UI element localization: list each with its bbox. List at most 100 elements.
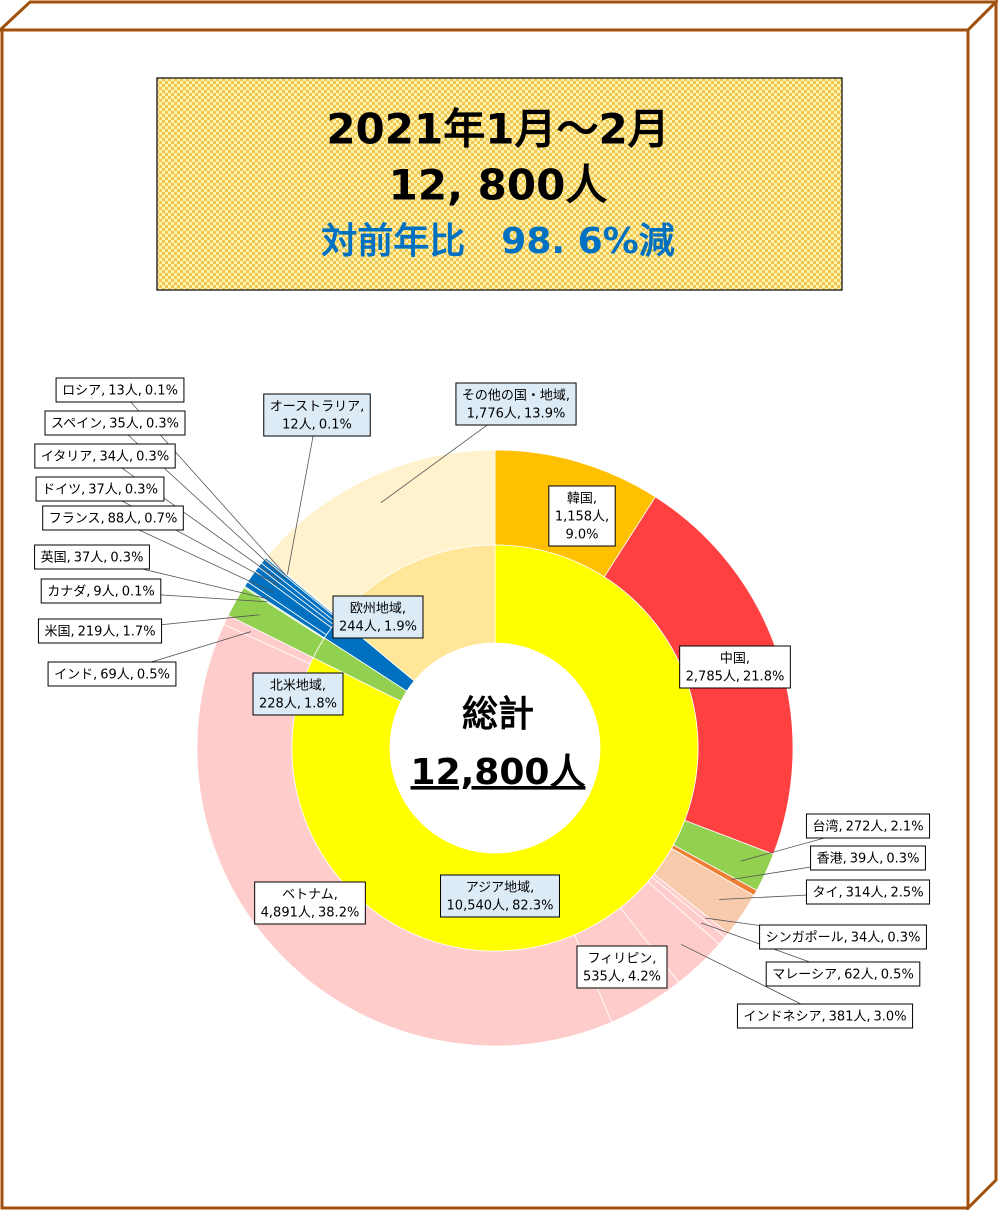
data-label: 37人, — [88, 483, 122, 498]
data-label: 1.8% — [304, 697, 337, 712]
data-label: 21.8% — [743, 670, 784, 685]
label-box — [34, 544, 150, 570]
data-label: 9人, — [93, 585, 118, 600]
label-box — [455, 382, 577, 426]
data-label: 英国, — [41, 551, 71, 566]
data-label: 0.3% — [136, 450, 169, 465]
center-total: 12,800人 — [411, 752, 586, 793]
data-label: イタリア, — [41, 450, 97, 465]
data-label: 香港, — [817, 852, 847, 867]
data-label: 13人, — [108, 384, 142, 399]
data-label: オーストラリア, — [270, 400, 364, 415]
label-box — [35, 476, 165, 502]
data-label: 0.3% — [887, 931, 920, 946]
data-label: 4.2% — [628, 970, 661, 985]
data-label: 314人, — [846, 886, 888, 901]
label-box — [55, 377, 185, 403]
leader-line — [99, 488, 279, 586]
label-box — [254, 881, 366, 925]
data-label: スペイン, — [51, 417, 106, 432]
label-box — [810, 845, 926, 871]
data-label: 9.0% — [565, 528, 598, 543]
data-label: 中国, — [720, 652, 750, 667]
data-label: 1.7% — [123, 625, 156, 640]
data-label: 39人, — [850, 852, 884, 867]
center-hole — [390, 643, 600, 853]
data-label: 1.9% — [384, 620, 417, 635]
data-label: 0.3% — [110, 551, 143, 566]
data-label: 1,776人, — [467, 407, 521, 422]
labels: 韓国, 1,158人, 9.0% 中国, 2,785人, 21.8% 台湾, 272人, 2.1… — [34, 377, 931, 1029]
data-label: 0.7% — [144, 512, 177, 527]
label-box — [332, 595, 424, 639]
data-label: 272人, — [846, 820, 888, 835]
label-box — [805, 879, 931, 905]
data-label: 4,891人, — [261, 906, 315, 921]
rings — [196, 449, 794, 1047]
data-label: マレーシア, — [772, 968, 841, 983]
data-label: 0.3% — [886, 852, 919, 867]
data-label: 12人, — [282, 418, 316, 433]
data-label: 244人, — [339, 620, 381, 635]
label-box — [252, 672, 344, 716]
data-label: 228人, — [259, 697, 301, 712]
title-line: 12, 800人 — [389, 161, 608, 210]
leader-line — [287, 414, 318, 575]
data-label: 37人, — [74, 551, 108, 566]
data-label: ドイツ, — [42, 483, 85, 498]
label-box — [34, 443, 176, 469]
data-label: 欧州地域, — [350, 602, 406, 617]
data-label: インドネシア, — [743, 1010, 825, 1025]
label-box — [548, 485, 616, 547]
label-box — [765, 961, 921, 987]
label-box — [47, 661, 177, 687]
data-label: その他の国・地域, — [462, 389, 570, 404]
label-box — [44, 410, 186, 436]
data-label: 0.1% — [122, 585, 155, 600]
label-box — [736, 1003, 914, 1029]
frame-top — [0, 0, 998, 32]
data-label: 米国, — [44, 625, 74, 640]
label-box — [576, 945, 668, 989]
data-label: 0.3% — [146, 417, 179, 432]
frame-side — [966, 0, 998, 1210]
data-label: 0.5% — [881, 968, 914, 983]
data-label: 0.5% — [137, 668, 170, 683]
data-label: 62人, — [844, 968, 878, 983]
data-label: 88人, — [108, 512, 142, 527]
label-box — [679, 645, 791, 689]
data-label: タイ, — [812, 886, 842, 901]
title-line: 2021年1月～2月 — [326, 105, 669, 154]
data-label: 0.1% — [319, 418, 352, 433]
data-label: 10,540人, — [447, 899, 510, 914]
data-label: 381人, — [829, 1010, 871, 1025]
data-label: フランス, — [49, 512, 105, 527]
label-box — [440, 874, 560, 918]
label-box — [263, 393, 371, 437]
title-box — [156, 77, 843, 291]
data-label: ベトナム, — [282, 888, 338, 903]
label-box — [805, 813, 931, 839]
center-label: 総計 — [462, 694, 534, 735]
label-box — [37, 618, 163, 644]
data-label: 2.5% — [891, 886, 924, 901]
data-label: シンガポール, — [766, 931, 848, 946]
data-label: 219人, — [78, 625, 120, 640]
data-label: 535人, — [583, 970, 625, 985]
label-box — [42, 505, 184, 531]
data-label: インド, — [54, 668, 97, 683]
data-label: 0.1% — [145, 384, 178, 399]
data-label: 韓国, — [567, 492, 597, 507]
title-line: 対前年比 98. 6%減 — [321, 221, 674, 262]
data-label: 82.3% — [512, 899, 553, 914]
data-label: 35人, — [109, 417, 143, 432]
data-label: ロシア, — [62, 384, 105, 399]
data-label: アジア地域, — [466, 881, 535, 896]
data-label: 69人, — [100, 668, 134, 683]
data-label: カナダ, — [47, 585, 90, 600]
label-box — [759, 924, 927, 950]
data-label: 0.3% — [125, 483, 158, 498]
data-label: 13.9% — [524, 407, 565, 422]
data-label: 2,785人, — [686, 670, 740, 685]
data-label: フィリピン, — [588, 952, 657, 967]
